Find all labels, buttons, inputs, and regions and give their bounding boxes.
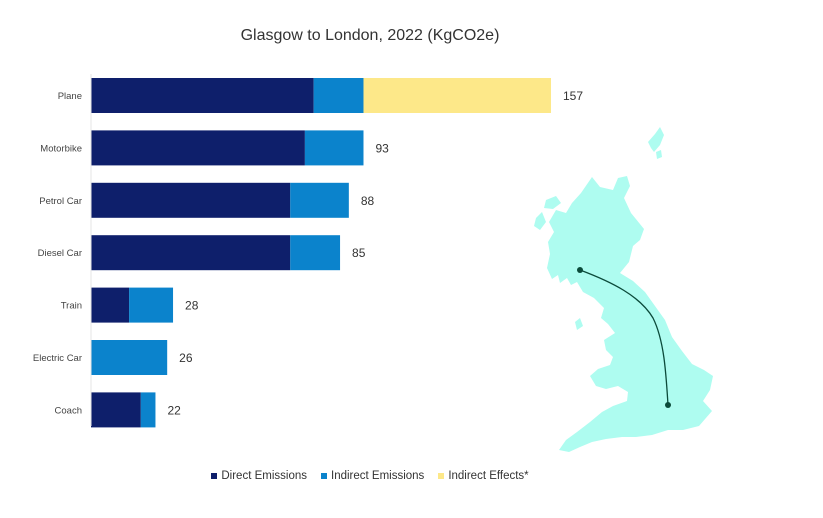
bar-diesel-car-series-0 bbox=[91, 235, 291, 271]
legend-label: Indirect Emissions bbox=[331, 470, 425, 482]
legend-item: Indirect Emissions bbox=[321, 470, 424, 482]
total-label: 85 bbox=[352, 246, 366, 260]
bar-plane-series-2 bbox=[363, 78, 552, 113]
category-label: Diesel Car bbox=[38, 248, 82, 259]
total-label: 93 bbox=[375, 141, 389, 155]
london-marker bbox=[665, 402, 671, 408]
category-label: Petrol Car bbox=[39, 196, 82, 207]
bar-electric-car-series-1 bbox=[91, 340, 168, 375]
category-label: Motorbike bbox=[40, 143, 82, 154]
bar-train-series-1 bbox=[129, 287, 174, 323]
total-label: 28 bbox=[185, 299, 199, 313]
glasgow-marker bbox=[577, 267, 583, 273]
bar-coach-series-1 bbox=[140, 392, 156, 428]
category-label: Coach bbox=[55, 405, 82, 416]
isle-of-man bbox=[575, 318, 583, 330]
category-label: Electric Car bbox=[33, 353, 82, 364]
hebrides-island-south bbox=[534, 212, 546, 230]
islay-island bbox=[555, 258, 564, 270]
route-line bbox=[579, 269, 669, 406]
great-britain-shape bbox=[547, 176, 713, 452]
legend: Direct Emissions Indirect Emissions Indire… bbox=[0, 470, 740, 482]
bar-train-series-0 bbox=[91, 287, 130, 323]
legend-swatch bbox=[438, 473, 445, 479]
shetland-island bbox=[656, 150, 662, 159]
bar-petrol-car-series-0 bbox=[91, 182, 291, 218]
bar-group bbox=[91, 78, 552, 428]
legend-swatch bbox=[321, 473, 327, 479]
total-label: 26 bbox=[179, 351, 193, 365]
legend-item: Indirect Effects* bbox=[438, 470, 529, 482]
orkney-island bbox=[648, 127, 664, 152]
total-label-group: 157 93 88 85 28 26 22 bbox=[167, 89, 583, 417]
bar-coach-series-0 bbox=[91, 392, 141, 428]
legend-item: Direct Emissions bbox=[211, 470, 307, 482]
bar-petrol-car-series-1 bbox=[290, 182, 349, 218]
bar-motorbike-series-0 bbox=[91, 130, 305, 166]
hebrides-island bbox=[544, 196, 561, 209]
category-label-group: Plane Motorbike Petrol Car Diesel Car Train E… bbox=[33, 91, 82, 416]
chart-title: Glasgow to London, 2022 (KgCO2e) bbox=[240, 27, 500, 44]
legend-swatch bbox=[211, 473, 218, 479]
legend-label: Direct Emissions bbox=[221, 470, 307, 482]
category-label: Plane bbox=[58, 91, 82, 102]
bar-plane-series-0 bbox=[91, 78, 314, 113]
category-label: Train bbox=[61, 301, 82, 312]
bar-diesel-car-series-1 bbox=[290, 235, 341, 271]
total-label: 157 bbox=[563, 89, 583, 103]
legend-label: Indirect Effects* bbox=[448, 470, 529, 482]
total-label: 22 bbox=[167, 403, 181, 417]
bar-motorbike-series-1 bbox=[304, 130, 364, 166]
bar-plane-series-1 bbox=[313, 78, 364, 113]
uk-map-icon bbox=[534, 127, 713, 452]
total-label: 88 bbox=[361, 194, 375, 208]
